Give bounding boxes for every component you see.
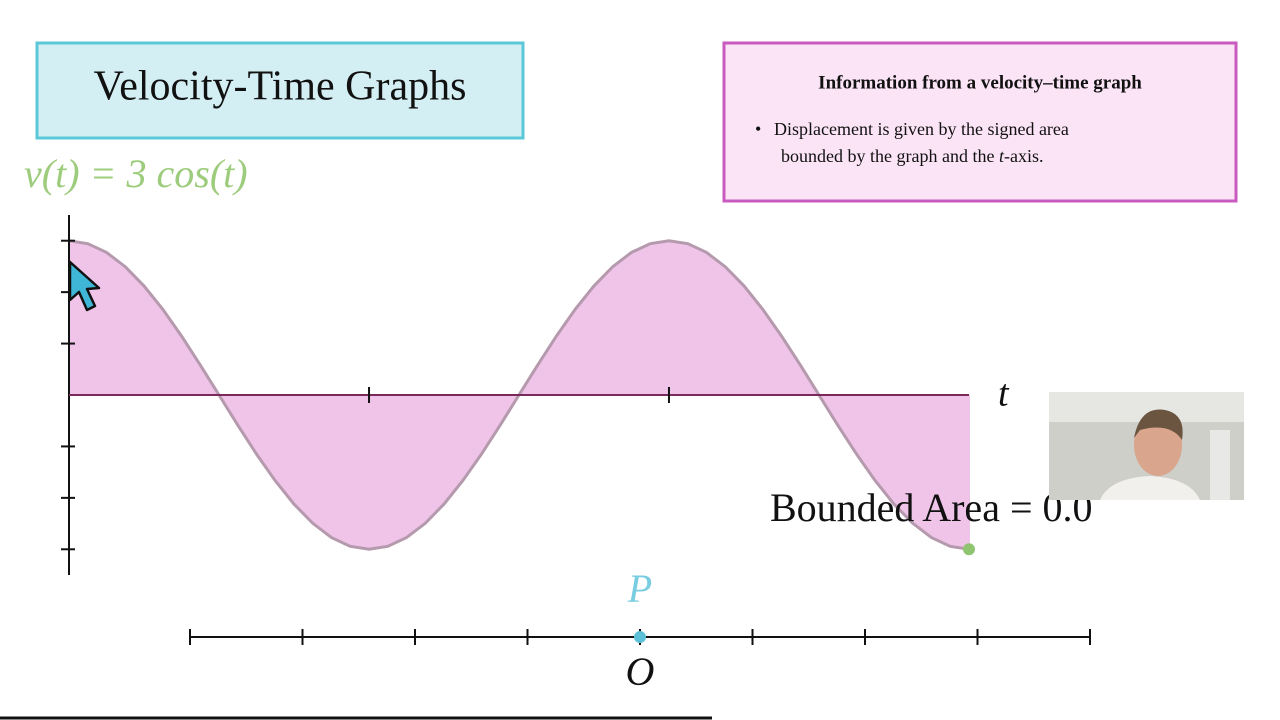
number-line: P O [189, 566, 1091, 694]
webcam-door [1210, 430, 1230, 500]
annotation: Bounded Area = 0.0 [770, 485, 1093, 530]
info-text: -axis. [1004, 146, 1044, 166]
webcam-shirt [1100, 476, 1200, 500]
title-box [35, 41, 525, 140]
origin-label: O [626, 649, 655, 694]
webcam-hair [1134, 409, 1183, 440]
bullet: • [755, 119, 761, 139]
info-text: bounded by the graph and the [781, 146, 999, 166]
end-point [963, 543, 975, 556]
page-title: Velocity-Time Graphs [94, 64, 467, 110]
cursor [68, 260, 101, 312]
function-label: v(t) = 3 cos(t) [24, 151, 248, 196]
plot [61, 215, 975, 575]
point-p [634, 631, 646, 643]
point-label: P [627, 566, 652, 611]
x-axis-label: t [998, 373, 1010, 415]
info-text: Displacement is given by the signed area [774, 119, 1069, 139]
info-title: Information from a velocity–time graph [818, 72, 1142, 93]
info-box [722, 41, 1238, 203]
info-text: bounded by the graph and the t-axis. [781, 146, 1043, 166]
webcam [1049, 392, 1244, 500]
info-text: t [999, 146, 1005, 166]
